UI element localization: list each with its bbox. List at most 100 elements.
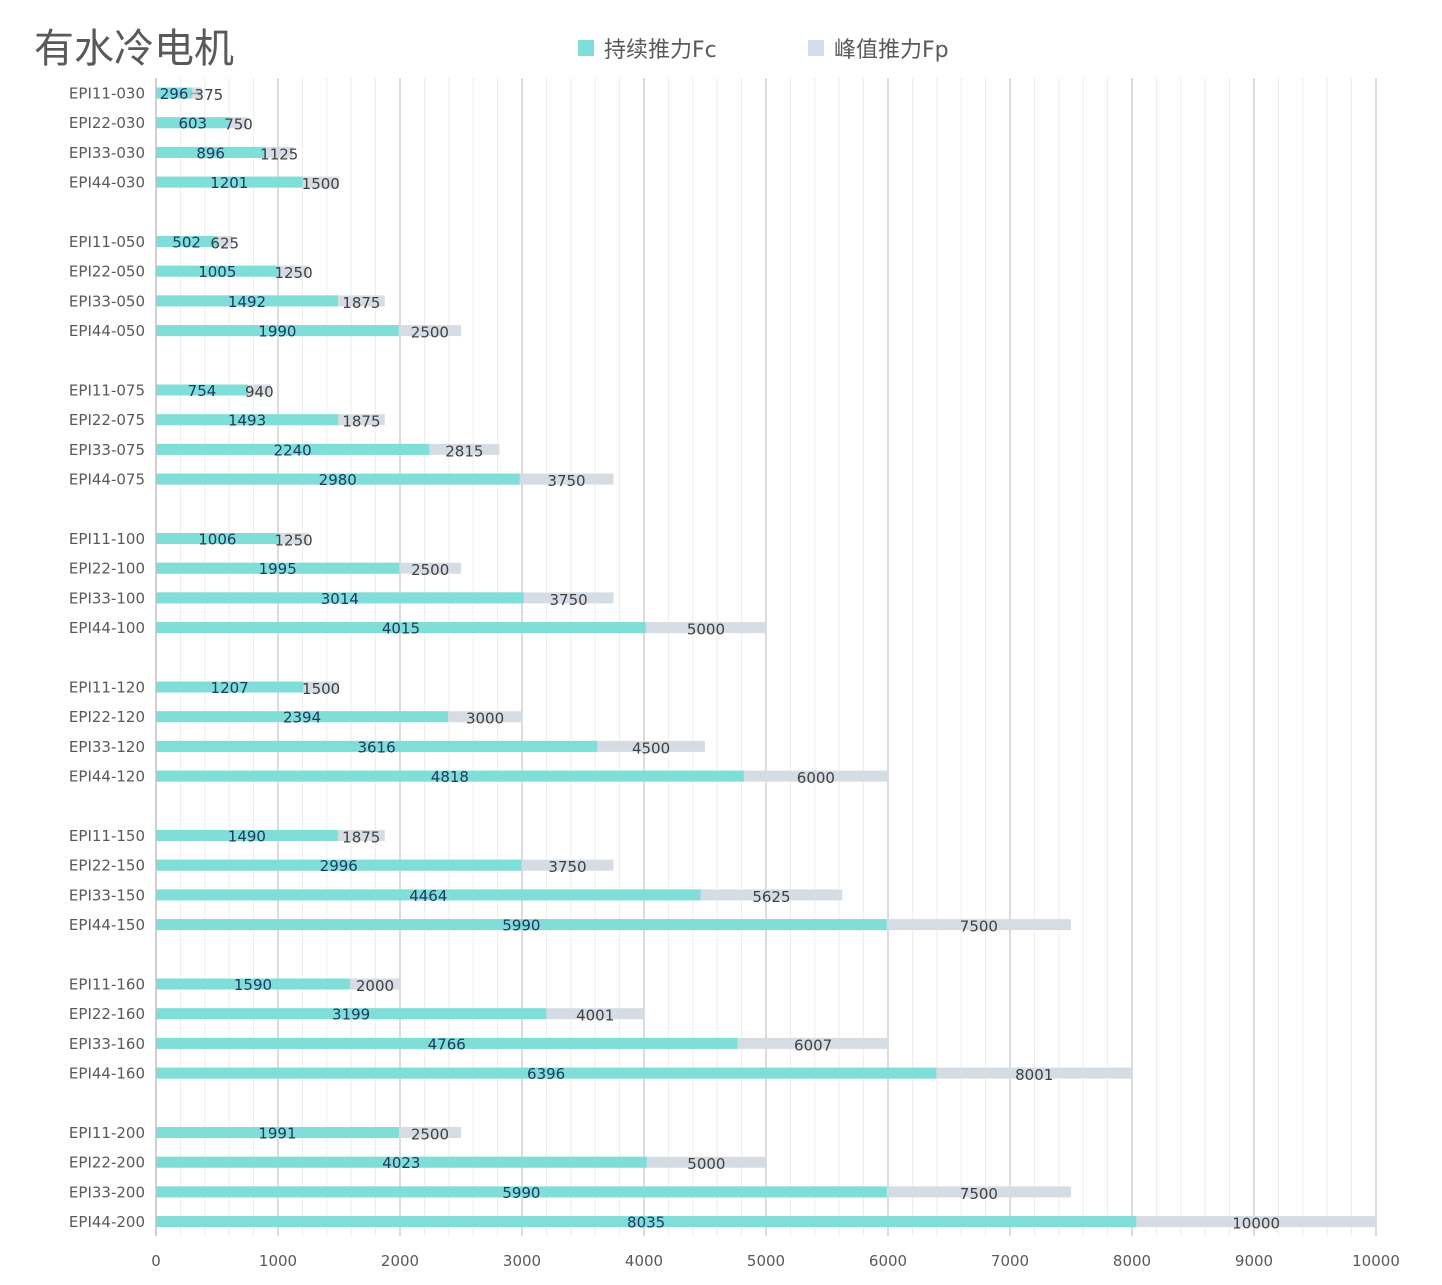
y-category-label: EPI22-030 — [69, 114, 145, 132]
data-label-fc: 5990 — [502, 1184, 540, 1202]
y-category-label: EPI22-160 — [69, 1005, 145, 1023]
legend-swatch-fp — [808, 40, 824, 56]
y-category-label: EPI11-075 — [69, 382, 145, 400]
y-category-label: EPI11-050 — [69, 233, 145, 251]
y-category-label: EPI11-030 — [69, 85, 145, 103]
data-label-fp: 2500 — [411, 1126, 449, 1144]
bar-fc — [156, 533, 279, 544]
y-category-label: EPI11-200 — [69, 1124, 145, 1142]
data-label-fp: 5000 — [687, 621, 725, 639]
y-category-label: EPI22-050 — [69, 263, 145, 281]
data-label-fc: 1990 — [258, 323, 296, 341]
legend-swatch-fc — [578, 40, 594, 56]
data-label-fc: 3014 — [321, 590, 359, 608]
y-category-label: EPI44-075 — [69, 471, 145, 489]
data-label-fp: 7500 — [960, 1185, 998, 1203]
x-tick-label: 7000 — [991, 1252, 1029, 1270]
data-label-fc: 1490 — [228, 828, 266, 846]
bar-fc — [156, 919, 887, 931]
bar-fc — [156, 146, 266, 158]
y-category-label: EPI33-075 — [69, 441, 145, 459]
data-label-fc: 1006 — [198, 531, 236, 549]
axis-layer: 0 1000 2000 3000 4000 5000 6000 7000 8000 9000 100… — [69, 78, 1400, 1270]
x-tick-label: 5000 — [747, 1252, 785, 1270]
data-label-fc: 754 — [188, 382, 217, 400]
bar-fc — [156, 265, 279, 277]
data-label-fc: 1493 — [228, 412, 266, 430]
x-tick-label: 10000 — [1352, 1252, 1400, 1270]
data-label-fp: 3750 — [547, 472, 585, 490]
y-category-label: EPI33-030 — [69, 144, 145, 162]
data-label-fc: 2980 — [319, 471, 357, 489]
data-label-fc: 1207 — [211, 679, 249, 697]
bar-fc — [156, 414, 339, 426]
data-label-fp: 375 — [195, 86, 224, 104]
bar-fc — [156, 1127, 399, 1138]
data-label-fp: 4001 — [576, 1007, 614, 1025]
x-tick-label: 8000 — [1113, 1252, 1151, 1270]
bar-fc — [156, 740, 598, 752]
data-label-fc: 502 — [172, 234, 201, 252]
x-tick-label: 9000 — [1235, 1252, 1273, 1270]
data-label-fc: 4766 — [428, 1035, 466, 1053]
y-category-label: EPI22-075 — [69, 411, 145, 429]
bar-fc — [156, 176, 303, 188]
y-category-label: EPI44-030 — [69, 174, 145, 192]
legend-item-fp: 峰值推力Fp — [808, 32, 949, 64]
data-label-fp: 1500 — [302, 175, 340, 193]
bar-fc — [156, 325, 399, 337]
y-category-label: EPI33-160 — [69, 1035, 145, 1053]
bar-fc — [156, 1156, 647, 1168]
bar-fc — [156, 889, 701, 901]
y-category-label: EPI11-150 — [69, 827, 145, 845]
data-label-fc: 4464 — [409, 887, 447, 905]
legend-label-fc: 持续推力Fc — [604, 38, 717, 63]
x-tick-label: 3000 — [503, 1252, 541, 1270]
bar-fc — [156, 562, 400, 574]
y-category-label: EPI22-120 — [69, 708, 145, 726]
bar-fc — [156, 978, 350, 990]
data-label-fp: 6000 — [797, 769, 835, 787]
data-label-fc: 4818 — [431, 768, 469, 786]
data-label-fc: 2240 — [274, 441, 312, 459]
data-label-fc: 1995 — [259, 560, 297, 578]
data-label-fp: 5625 — [752, 888, 790, 906]
bar-fc — [156, 859, 522, 871]
bar-fc — [156, 592, 524, 604]
leader-line — [190, 92, 202, 95]
bar-fc — [156, 770, 744, 782]
data-label-fp: 3750 — [548, 858, 586, 876]
data-label-fc: 4023 — [382, 1154, 420, 1172]
label-layer: 296 375 603 750 896 1125 1201 1500 502 625 1005 125… — [160, 85, 1280, 1233]
data-label-fc: 8035 — [627, 1214, 665, 1232]
y-category-label: EPI33-150 — [69, 886, 145, 904]
chart-title: 有水冷电机 — [34, 26, 234, 72]
data-label-fp: 2500 — [411, 561, 449, 579]
data-label-fp: 3000 — [466, 710, 504, 728]
y-category-label: EPI44-200 — [69, 1213, 145, 1231]
data-label-fp: 2815 — [445, 442, 483, 460]
x-tick-label: 6000 — [869, 1252, 907, 1270]
y-category-label: EPI44-050 — [69, 322, 145, 340]
data-label-fp: 1875 — [342, 829, 380, 847]
data-label-fc: 1492 — [228, 293, 266, 311]
bar-fc — [156, 473, 520, 485]
y-category-label: EPI44-150 — [69, 916, 145, 934]
data-label-fc: 1201 — [210, 174, 248, 192]
bar-fc — [156, 711, 449, 723]
legend-label-fp: 峰值推力Fp — [834, 38, 949, 63]
y-category-label: EPI33-200 — [69, 1183, 145, 1201]
data-label-fp: 2500 — [411, 324, 449, 342]
data-label-fp: 3750 — [550, 591, 588, 609]
data-label-fp: 1500 — [302, 680, 340, 698]
bar-fc — [156, 681, 304, 693]
legend-item-fc: 持续推力Fc — [578, 32, 717, 64]
bar-fc — [156, 117, 230, 129]
data-label-fc: 6396 — [527, 1065, 565, 1083]
bar-fc — [156, 295, 339, 307]
bar-fc — [156, 622, 646, 634]
bar-layer — [156, 87, 1376, 1228]
data-label-fc: 2394 — [283, 709, 321, 727]
data-label-fc: 5990 — [502, 917, 540, 935]
